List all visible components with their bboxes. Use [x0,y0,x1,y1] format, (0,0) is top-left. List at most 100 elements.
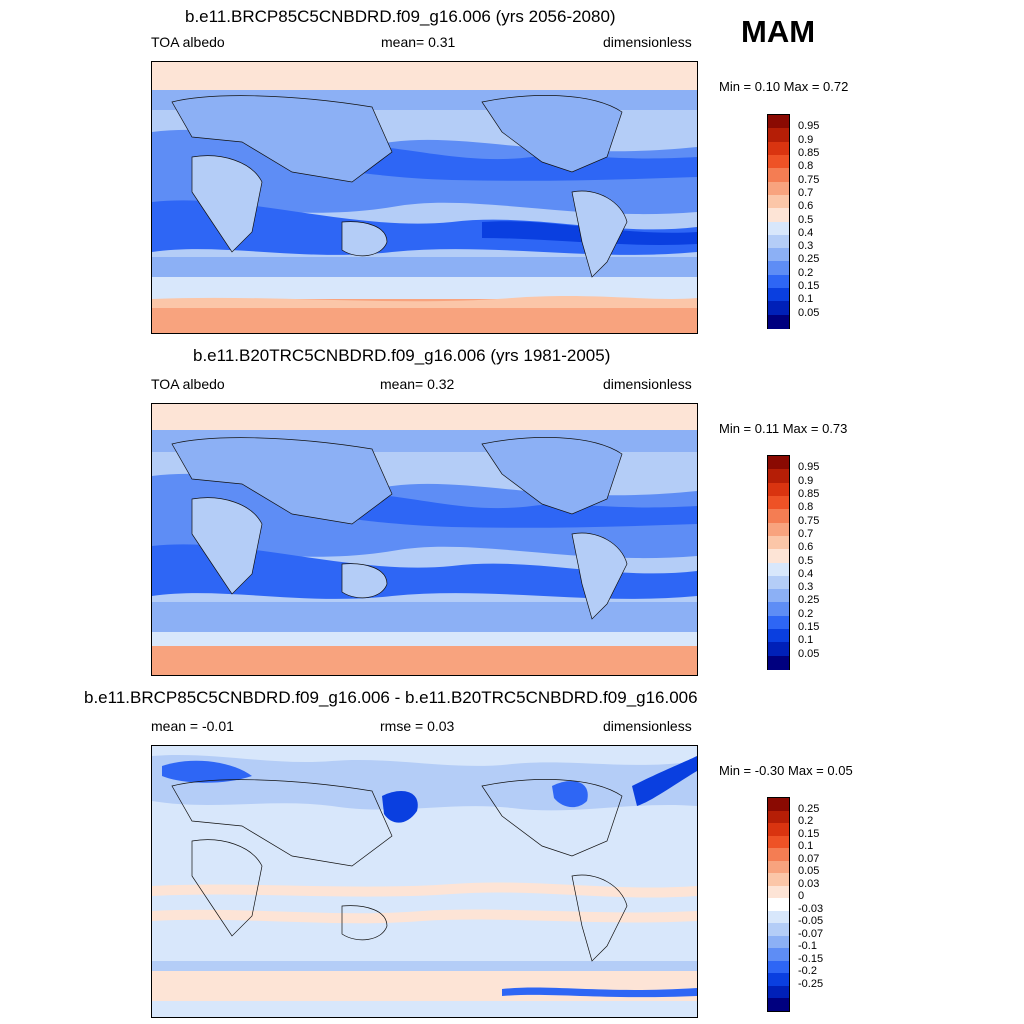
colorbar-swatch [768,642,789,657]
colorbar-swatch [768,998,789,1012]
colorbar-level-label: 0 [798,890,805,903]
colorbar-level-label: 0.75 [798,173,820,186]
colorbar-level-label: -0.15 [798,952,824,965]
colorbar-swatch [768,274,789,289]
colorbar-level-label: 0.7 [798,186,814,199]
colorbar-level-label: 0.15 [798,827,820,840]
panel-1-mean-label: mean= 0.31 [381,34,456,50]
colorbar-level-label: 0.25 [798,594,820,607]
panel-2-title: b.e11.B20TRC5CNBDRD.f09_g16.006 (yrs 198… [193,346,611,365]
colorbar-level-label: 0.7 [798,527,814,540]
colorbar-swatch [768,948,789,962]
colorbar-swatch [768,873,789,887]
colorbar-swatch [768,456,789,470]
colorbar-swatch [768,128,789,143]
colorbar-swatch [768,194,789,209]
colorbar-level-label: 0.9 [798,133,814,146]
colorbar-level-label: 0.5 [798,554,814,567]
colorbar-swatch [768,482,789,497]
colorbar-level-label: 0.2 [798,607,814,620]
panel-3-minmax: Min = -0.30 Max = 0.05 [719,763,853,778]
colorbar-level-label: -0.07 [798,927,824,940]
colorbar-swatch [768,248,789,262]
panel-2-map [151,403,698,676]
colorbar-swatch [768,115,789,129]
colorbar-level-label: 0.25 [798,802,820,815]
colorbar-level-label: 0.75 [798,514,820,527]
colorbar-swatch [768,181,789,196]
colorbar-swatch [768,860,789,874]
panel-2-mean-label: mean= 0.32 [380,376,455,392]
colorbar-swatch [768,589,789,603]
colorbar-swatch [768,495,789,510]
colorbar-level-label: 0.1 [798,293,814,306]
colorbar-swatch [768,898,789,912]
colorbar-swatch [768,168,789,183]
colorbar-swatch [768,562,789,577]
colorbar-level-label: 0.2 [798,266,814,279]
colorbar-level-label: 0.15 [798,280,820,293]
colorbar-swatch [768,835,789,849]
colorbar-swatch [768,923,789,937]
panel-2-minmax: Min = 0.11 Max = 0.73 [719,421,848,436]
colorbar-swatch [768,234,789,249]
colorbar-level-label: 0.05 [798,865,820,878]
colorbar-swatch [768,602,789,617]
panel-3-mean-label: mean = -0.01 [151,718,234,734]
colorbar-swatch [768,655,789,670]
panel-3-map [151,745,698,1018]
panel-1-colorbar [767,114,790,329]
colorbar-level-label: 0.3 [798,240,814,253]
colorbar-swatch [768,469,789,484]
season-label: MAM [741,14,816,49]
colorbar-swatch [768,823,789,837]
panel-3-colorbar [767,797,790,1012]
colorbar-swatch [768,549,789,563]
colorbar-swatch [768,973,789,987]
colorbar-level-label: 0.15 [798,621,820,634]
colorbar-swatch [768,810,789,824]
panel-3-rmse-label: rmse = 0.03 [380,718,455,734]
colorbar-swatch [768,522,789,537]
panel-3-map-field [152,746,697,1017]
colorbar-level-label: 0.4 [798,226,814,239]
panel-2-units-label: dimensionless [603,376,692,392]
colorbar-swatch [768,535,789,550]
colorbar-swatch [768,301,789,316]
colorbar-level-label: 0.4 [798,567,814,580]
colorbar-swatch [768,615,789,630]
colorbar-level-label: 0.95 [798,120,820,133]
colorbar-level-label: 0.85 [798,146,820,159]
colorbar-level-label: -0.25 [798,977,824,990]
colorbar-level-label: 0.9 [798,474,814,487]
colorbar-swatch [768,261,789,276]
colorbar-level-label: 0.8 [798,501,814,514]
colorbar-level-label: -0.2 [798,965,817,978]
panel-2-map-field [152,404,697,675]
colorbar-level-label: 0.2 [798,815,814,828]
panel-1-units-label: dimensionless [603,34,692,50]
colorbar-level-label: 0.5 [798,213,814,226]
colorbar-level-label: -0.03 [798,902,824,915]
colorbar-level-label: 0.1 [798,840,814,853]
panel-1-minmax: Min = 0.10 Max = 0.72 [719,79,849,94]
colorbar-level-label: 0.8 [798,160,814,173]
colorbar-swatch [768,288,789,302]
colorbar-swatch [768,885,789,899]
panel-1-map-field [152,62,697,333]
panel-2-variable-label: TOA albedo [151,376,225,392]
colorbar-swatch [768,910,789,924]
colorbar-level-label: -0.1 [798,940,817,953]
colorbar-level-label: 0.6 [798,200,814,213]
colorbar-level-label: 0.3 [798,581,814,594]
panel-2-colorbar [767,455,790,670]
colorbar-level-label: 0.03 [798,877,820,890]
colorbar-level-label: 0.05 [798,647,820,660]
colorbar-level-label: 0.95 [798,461,820,474]
colorbar-swatch [768,141,789,156]
colorbar-level-label: 0.07 [798,852,820,865]
colorbar-swatch [768,960,789,974]
panel-3-units-label: dimensionless [603,718,692,734]
colorbar-level-label: 0.6 [798,541,814,554]
colorbar-swatch [768,985,789,999]
